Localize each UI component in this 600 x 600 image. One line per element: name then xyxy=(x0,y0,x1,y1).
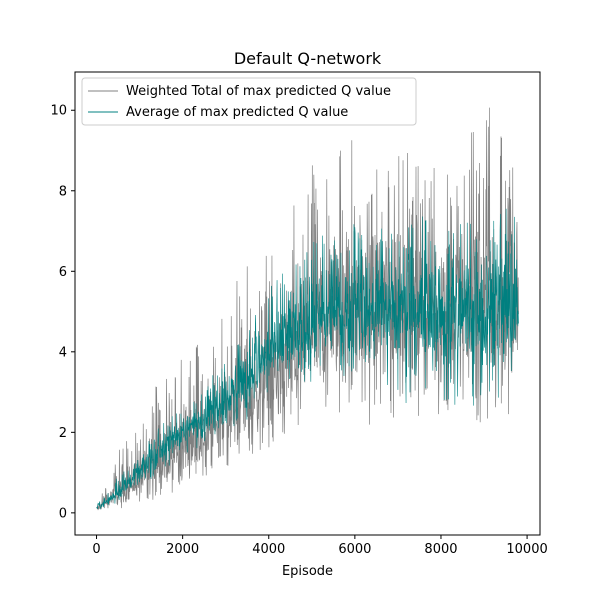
legend-box xyxy=(81,77,417,126)
y-tick-label: 0 xyxy=(59,506,67,521)
x-tick-label: 4000 xyxy=(252,542,285,557)
y-tick-label: 6 xyxy=(59,265,67,280)
legend-label-average: Average of max predicted Q value xyxy=(126,105,348,120)
y-tick-label: 4 xyxy=(59,345,67,360)
series-layer xyxy=(96,107,519,511)
chart-title: Default Q-network xyxy=(234,49,382,68)
x-tick-label: 0 xyxy=(92,542,100,557)
series-average-line xyxy=(96,208,519,510)
x-axis: 0 2000 4000 6000 8000 10000 xyxy=(92,535,548,557)
y-tick-label: 2 xyxy=(59,426,67,441)
plot-area: 0 2000 4000 6000 8000 10000 0 2 4 6 8 10 xyxy=(50,71,548,557)
y-axis: 0 2 4 6 8 10 xyxy=(50,104,75,521)
y-tick-label: 10 xyxy=(50,104,67,119)
axes-frame xyxy=(74,71,541,536)
x-tick-label: 2000 xyxy=(166,542,199,557)
legend-label-weighted-total: Weighted Total of max predicted Q value xyxy=(126,84,391,99)
legend: Weighted Total of max predicted Q value … xyxy=(81,77,417,126)
x-axis-label: Episode xyxy=(282,564,333,579)
y-tick-label: 8 xyxy=(59,184,67,199)
x-tick-label: 6000 xyxy=(338,542,371,557)
x-tick-label: 10000 xyxy=(506,542,547,557)
x-tick-label: 8000 xyxy=(424,542,457,557)
